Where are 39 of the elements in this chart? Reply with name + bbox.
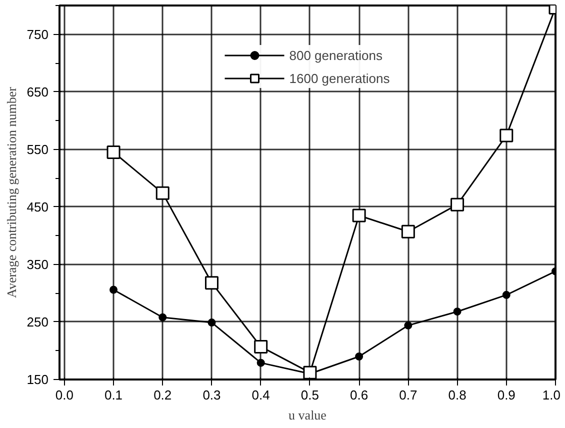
legend-label: 1600 generations — [289, 70, 390, 86]
point — [110, 286, 118, 294]
x-tick-label: 0.2 — [154, 388, 172, 402]
y-tick-label: 550 — [26, 142, 49, 157]
x-tick-label: 0.1 — [104, 388, 123, 402]
point — [158, 313, 167, 322]
y-tick-label: 350 — [26, 256, 49, 272]
x-tick-label: 1.0 — [542, 388, 561, 402]
point — [156, 186, 170, 200]
point — [254, 340, 268, 354]
x-tick-label: 0.8 — [448, 388, 466, 402]
x-axis-title: u value — [288, 408, 327, 422]
point — [303, 366, 317, 380]
x-tick-label: 0.6 — [350, 388, 368, 402]
point — [450, 198, 464, 212]
x-tick-label: 0.5 — [300, 388, 319, 402]
x-tick-label: 0.7 — [399, 388, 418, 402]
point — [401, 224, 415, 238]
y-tick-label: 650 — [26, 84, 49, 100]
point — [453, 308, 462, 316]
y-axis-title: Average contributing generation number — [4, 86, 19, 298]
point — [204, 276, 218, 290]
x-tick-label: 0.9 — [497, 388, 516, 402]
x-tick-label: 0.0 — [55, 388, 74, 402]
point — [208, 318, 216, 327]
y-tick-label: 250 — [26, 314, 49, 330]
point — [256, 358, 265, 367]
legend-label: 800 generations — [289, 48, 383, 62]
point — [352, 208, 366, 222]
point — [404, 321, 412, 330]
x-tick-label: 0.4 — [252, 388, 270, 402]
point — [355, 352, 364, 360]
y-tick-label: 450 — [26, 199, 49, 214]
point — [500, 128, 514, 142]
y-tick-label: 750 — [26, 26, 49, 42]
point — [106, 145, 120, 159]
y-tick-label: 150 — [26, 372, 49, 387]
point — [502, 290, 510, 299]
x-tick-label: 0.3 — [202, 388, 221, 402]
